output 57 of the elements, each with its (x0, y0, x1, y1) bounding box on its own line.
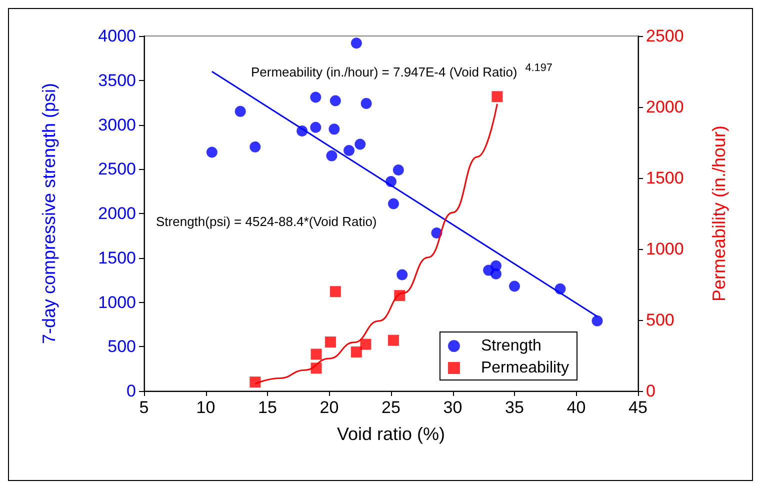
point (330, 95, 341, 106)
point (310, 348, 322, 360)
y-tick-label: 1500 (98, 248, 136, 268)
annotation: Strength(psi) = 4524-88.4*(Void Ratio) (156, 214, 377, 230)
x-tick-label: 10 (196, 398, 216, 417)
y-tick-label: 2500 (98, 160, 136, 179)
x-tick-label: 45 (628, 398, 648, 417)
y-tick-label: 1000 (98, 292, 136, 312)
y-tick-label: 500 (108, 337, 136, 356)
point (388, 334, 399, 346)
point (350, 38, 362, 49)
point (360, 338, 372, 350)
point (490, 268, 502, 280)
point (360, 98, 372, 109)
point (250, 376, 261, 388)
y-tick-label: 0 (126, 382, 136, 400)
x-tick-label: 15 (258, 398, 277, 417)
x-tick-label: 5 (139, 398, 149, 417)
x-axis-title: Void ratio (%) (336, 424, 446, 444)
legend-label: Permeability (480, 360, 569, 376)
y-tick-label: 4000 (98, 26, 136, 46)
y-axis-title: 7-day compressive strength (psi) (39, 82, 59, 344)
y-tick-label: 3500 (98, 70, 136, 90)
x-tick-label: 30 (443, 398, 462, 417)
point (492, 91, 503, 102)
point (310, 122, 322, 133)
y2-axis-title: Permeability (in./hour) (709, 125, 729, 302)
point (350, 346, 362, 358)
y2-tick-label: 500 (646, 310, 674, 330)
point (250, 141, 261, 152)
point (392, 164, 404, 176)
y2-tick-label: 2500 (646, 26, 684, 46)
point (388, 198, 399, 210)
y2-tick-label: 2000 (646, 98, 684, 116)
x-tick-label: 35 (505, 398, 524, 417)
point (344, 144, 355, 156)
y2-tick-label: 1000 (646, 240, 684, 258)
point (324, 336, 336, 348)
point (326, 150, 338, 162)
x-tick-label: 20 (320, 398, 339, 417)
legend-label: Strength (480, 338, 542, 354)
y-tick-label: 3000 (98, 115, 136, 134)
point (206, 146, 218, 158)
point (310, 92, 322, 103)
point (592, 315, 603, 326)
point (509, 280, 520, 292)
point (234, 106, 246, 117)
annotation: Permeability (in./hour) = 7.947E-4 (Void Ratio)$^{4.197}$ (251, 61, 552, 80)
y-tick-label: 2000 (98, 204, 136, 223)
point (354, 138, 366, 150)
point (330, 286, 341, 298)
x-tick-label: 40 (566, 398, 586, 417)
y2-tick-label: 1500 (646, 168, 684, 188)
x-tick-label: 25 (382, 398, 400, 417)
y2-tick-label: 0 (646, 382, 656, 400)
point (396, 269, 408, 280)
point (328, 124, 340, 135)
